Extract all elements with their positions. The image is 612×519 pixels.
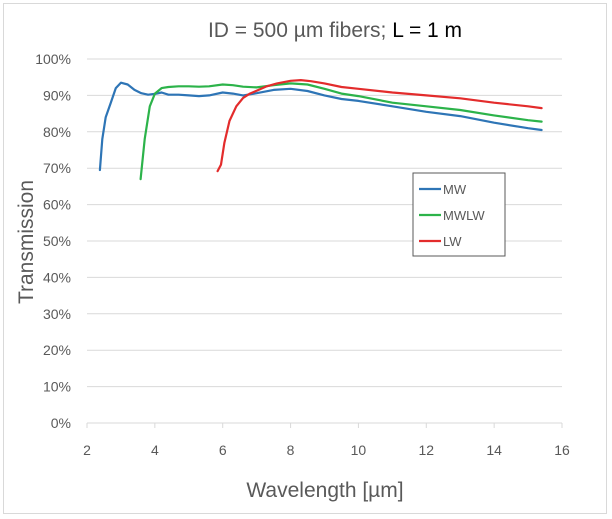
y-tick-label: 90%	[43, 87, 71, 103]
x-tick-label: 8	[287, 442, 295, 458]
chart-frame	[3, 3, 607, 514]
x-tick-label: 10	[351, 442, 367, 458]
x-tick-label: 14	[486, 442, 502, 458]
y-tick-label: 60%	[43, 197, 71, 213]
y-tick-label: 0%	[51, 415, 71, 431]
series-lines	[98, 78, 543, 181]
series-line-mwlw	[139, 82, 543, 181]
y-tick-label: 10%	[43, 379, 71, 395]
series-line-lw	[216, 78, 543, 173]
series-line-mw	[98, 81, 543, 172]
y-tick-label: 70%	[43, 160, 71, 176]
chart-title-part1: ID = 500 µm fibers;	[208, 19, 392, 42]
tick-labels: 0% 10% 20% 30% 40% 50% 60% 70% 80% 90% 100% 2 4 6 8 10 1…	[35, 51, 570, 458]
legend-label-mw: MW	[443, 182, 467, 197]
y-tick-label: 30%	[43, 306, 71, 322]
x-tick-label: 2	[83, 442, 91, 458]
x-tick-label: 4	[151, 442, 159, 458]
y-tick-label: 50%	[43, 233, 71, 249]
x-axis-label: Wavelength [µm]	[246, 479, 403, 502]
chart-title: ID = 500 µm fibers; L = 1 m	[208, 19, 462, 42]
y-tick-label: 80%	[43, 124, 71, 140]
x-tick-label: 12	[418, 442, 434, 458]
legend: MW MWLW LW	[412, 172, 506, 257]
y-tick-label: 100%	[35, 51, 71, 67]
chart-title-part2: L = 1 m	[392, 19, 462, 42]
legend-label-lw: LW	[443, 234, 462, 249]
x-tick-label: 6	[219, 442, 227, 458]
y-tick-label: 20%	[43, 342, 71, 358]
x-tick-label: 16	[554, 442, 570, 458]
legend-label-mwlw: MWLW	[443, 208, 485, 223]
y-tick-label: 40%	[43, 269, 71, 285]
y-axis-label: Transmission	[15, 180, 38, 304]
